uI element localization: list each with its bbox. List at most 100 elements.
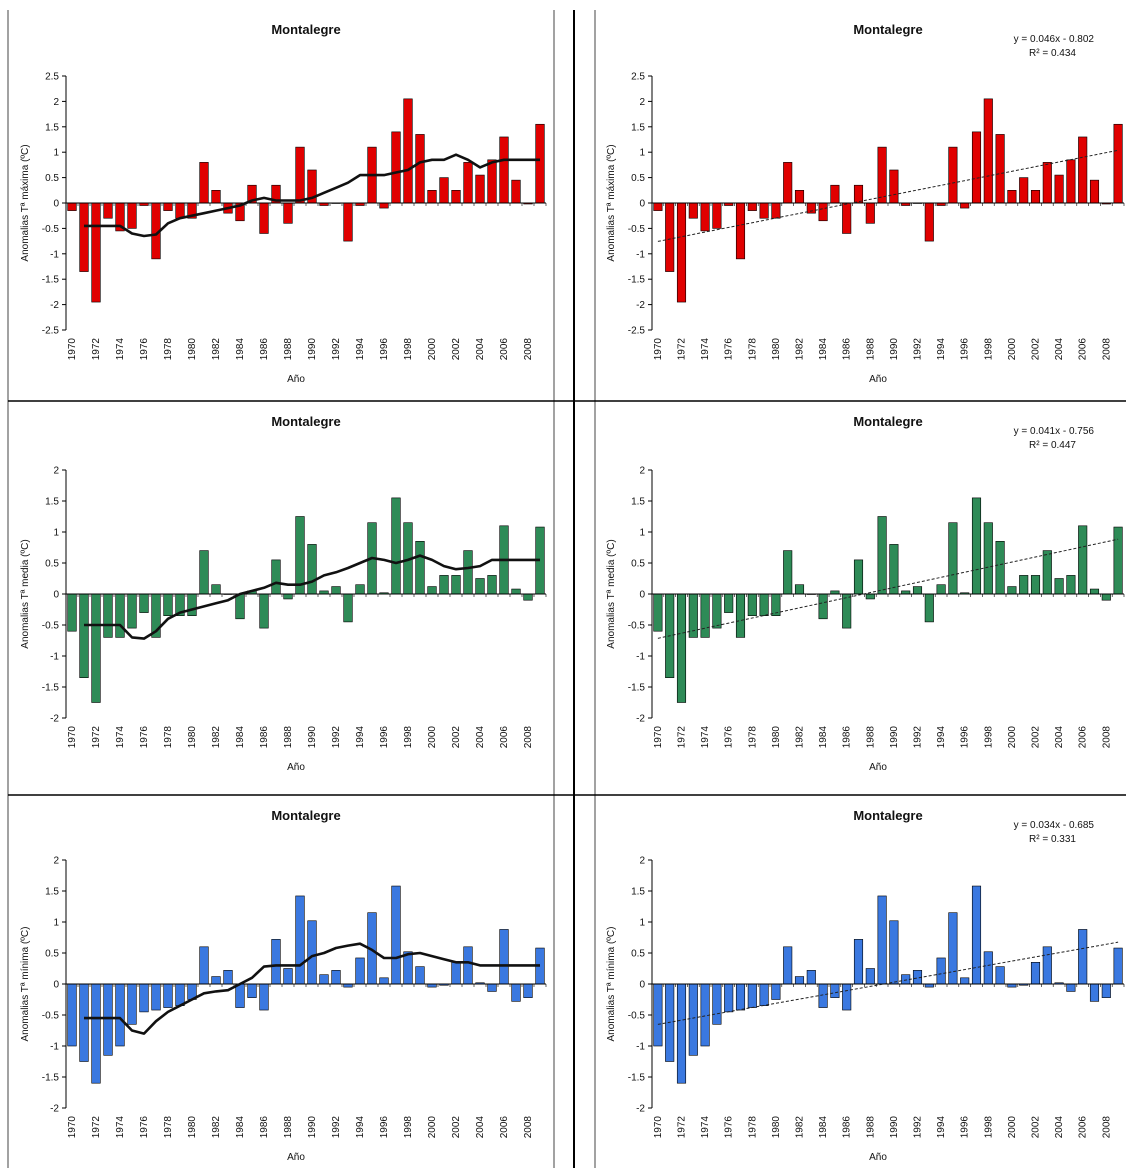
x-tick-label: 1988 <box>865 338 876 361</box>
bar-1996 <box>379 977 389 985</box>
bar-1970 <box>67 593 77 632</box>
x-tick-label: 1992 <box>913 726 924 749</box>
x-tick-label: 1970 <box>67 338 78 361</box>
x-tick-label: 1978 <box>747 338 758 361</box>
bar-2009 <box>1113 947 1123 985</box>
bar-2001 <box>1019 575 1029 595</box>
bar-1981 <box>199 162 209 204</box>
x-tick-label: 2000 <box>427 1116 438 1139</box>
bar-2003 <box>463 550 473 595</box>
x-axis-label: Año <box>869 1152 887 1163</box>
y-axis-label: Anomalias Tª máxima (ºC) <box>20 144 31 261</box>
bar-1999 <box>995 134 1005 204</box>
bar-2006 <box>1078 525 1088 595</box>
bar-1982 <box>211 976 221 985</box>
bar-1982 <box>211 584 221 595</box>
bar-1971 <box>665 202 675 272</box>
bar-1993 <box>343 202 353 242</box>
bar-1986 <box>259 983 269 1011</box>
bar-1988 <box>865 202 875 224</box>
x-tick-label: 2006 <box>499 726 510 749</box>
x-tick-label: 1996 <box>960 1116 971 1139</box>
bar-1980 <box>187 593 197 617</box>
bar-1977 <box>735 593 746 638</box>
x-tick-label: 2004 <box>475 1116 486 1139</box>
x-tick-label: 1986 <box>842 726 853 749</box>
bar-1996 <box>960 977 970 985</box>
bar-2005 <box>1066 983 1076 992</box>
bar-2003 <box>1042 162 1052 204</box>
chart-title: Montalegre <box>271 22 340 37</box>
y-tick-label: 2 <box>53 856 59 867</box>
bar-1988 <box>283 202 293 224</box>
x-axis-label: Año <box>287 1152 305 1163</box>
x-tick-label: 1996 <box>379 338 390 361</box>
bar-1970 <box>67 202 77 211</box>
bar-1985 <box>247 983 257 998</box>
trend-equation: y = 0.046x - 0.802 <box>1014 34 1095 45</box>
bar-1978 <box>163 593 173 617</box>
moving-average-line <box>84 942 540 1035</box>
bar-1997 <box>971 885 982 985</box>
bar-2006 <box>1078 136 1088 204</box>
x-tick-label: 2008 <box>1101 726 1112 749</box>
trend-equation: y = 0.041x - 0.756 <box>1014 426 1095 437</box>
y-tick-label: -2 <box>50 714 59 725</box>
bar-1970 <box>653 593 663 632</box>
x-tick-label: 1972 <box>677 726 688 749</box>
x-tick-label: 1990 <box>889 726 900 749</box>
bar-1999 <box>415 134 425 204</box>
bar-1984 <box>818 983 828 1008</box>
bar-1973 <box>103 593 113 638</box>
y-axis-label: Anomalias Tª mínima (ºC) <box>606 927 617 1042</box>
chart-tmin-trend: Montalegre y = 0.034x - 0.685 R² = 0.331 -2… <box>606 808 1125 1163</box>
x-tick-label: 2002 <box>1031 1116 1042 1139</box>
bar-1979 <box>759 983 769 1007</box>
y-tick-label: 1.5 <box>631 122 645 133</box>
bar-1995 <box>948 146 958 204</box>
y-tick-label: 0.5 <box>45 559 59 570</box>
x-tick-label: 1974 <box>700 338 711 361</box>
bar-1977 <box>151 983 161 1011</box>
bar-1978 <box>163 983 173 1008</box>
bar-2009 <box>1113 123 1123 204</box>
x-tick-label: 1980 <box>771 338 782 361</box>
x-tick-label: 1996 <box>379 726 390 749</box>
y-tick-label: 0.5 <box>45 949 59 960</box>
bar-1994 <box>936 584 946 595</box>
x-tick-label: 1994 <box>355 338 366 361</box>
x-tick-label: 1976 <box>139 1116 150 1139</box>
y-tick-label: 1 <box>639 528 645 539</box>
x-tick-label: 1984 <box>235 1116 246 1139</box>
x-tick-label: 1978 <box>747 1116 758 1139</box>
x-tick-label: 2008 <box>523 1116 534 1139</box>
y-tick-label: -2.5 <box>628 326 646 337</box>
y-tick-label: -0.5 <box>42 621 60 632</box>
x-tick-label: 1976 <box>724 726 735 749</box>
bar-1989 <box>877 516 887 595</box>
x-tick-label: 1984 <box>818 726 829 749</box>
bar-2002 <box>451 575 461 595</box>
x-tick-label: 2008 <box>523 338 534 361</box>
x-tick-label: 2002 <box>451 338 462 361</box>
y-tick-label: 2.5 <box>631 72 645 83</box>
bar-2006 <box>499 136 509 204</box>
bar-1984 <box>818 202 828 222</box>
x-tick-label: 2002 <box>451 1116 462 1139</box>
x-tick-label: 2002 <box>1031 338 1042 361</box>
bar-2008 <box>1101 983 1111 998</box>
x-tick-label: 1998 <box>403 1116 414 1139</box>
x-tick-label: 1976 <box>139 726 150 749</box>
x-tick-label: 2000 <box>1007 726 1018 749</box>
y-tick-label: 1.5 <box>631 887 645 898</box>
x-tick-label: 1982 <box>795 1116 806 1139</box>
x-tick-label: 1982 <box>795 726 806 749</box>
bar-1974 <box>700 202 710 232</box>
x-tick-label: 1982 <box>211 338 222 361</box>
bar-1973 <box>688 983 698 1056</box>
x-tick-label: 1988 <box>865 1116 876 1139</box>
chart-tmax-trend: Montalegre y = 0.046x - 0.802 R² = 0.434 -2… <box>606 22 1125 385</box>
x-tick-label: 1986 <box>259 726 270 749</box>
x-tick-label: 2006 <box>1078 726 1089 749</box>
x-tick-label: 2000 <box>1007 1116 1018 1139</box>
